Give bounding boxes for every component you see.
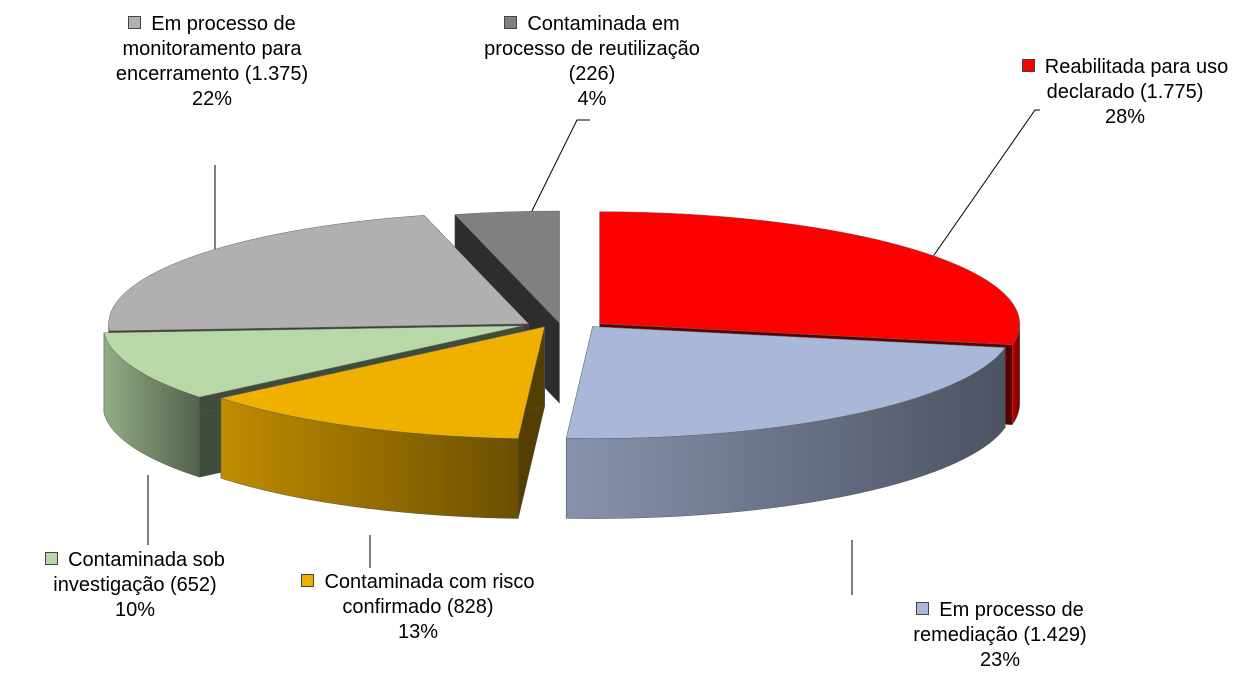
slice-top xyxy=(454,210,560,324)
percent-label: 4% xyxy=(577,88,607,110)
category-label: Contaminada com risco confirmado (828) xyxy=(324,571,535,618)
category-label: Em processo de remediação (1.429) xyxy=(913,599,1087,646)
percent-label: 22% xyxy=(191,88,233,110)
slice-top xyxy=(565,326,1006,439)
slice-top xyxy=(219,326,545,439)
slice-top xyxy=(103,325,524,398)
category-label: Reabilitada para uso declarado (1.775) xyxy=(1044,56,1229,103)
data-label: Contaminada com risco confirmado (828) 13… xyxy=(298,570,538,645)
percent-label: 13% xyxy=(397,621,439,643)
legend-marker xyxy=(301,574,315,587)
slice-top xyxy=(108,215,530,332)
data-label: Em processo de remediação (1.429) 23% xyxy=(870,598,1130,673)
legend-marker xyxy=(1021,59,1035,72)
pie-slice xyxy=(565,326,1006,519)
legend-marker xyxy=(504,16,518,29)
data-label: Em processo de monitoramento para encerr… xyxy=(82,12,342,112)
legend-marker xyxy=(916,602,930,615)
leader-line xyxy=(924,109,1040,269)
data-label: Reabilitada para uso declarado (1.775) 28… xyxy=(1000,55,1249,130)
percent-label: 10% xyxy=(114,599,156,621)
data-label: Contaminada em processo de reutilização … xyxy=(477,12,707,112)
percent-label: 28% xyxy=(1104,106,1146,128)
legend-marker xyxy=(45,552,59,565)
slice-top xyxy=(599,211,1020,345)
category-label: Contaminada em processo de reutilização … xyxy=(484,13,700,85)
data-label: Contaminada sob investigação (652) 10% xyxy=(10,548,260,623)
category-label: Contaminada sob investigação (652) xyxy=(53,549,225,596)
category-label: Em processo de monitoramento para encerr… xyxy=(115,13,309,85)
percent-label: 23% xyxy=(979,649,1021,671)
pie-slice xyxy=(219,326,545,519)
leader-line xyxy=(524,119,590,226)
legend-marker xyxy=(128,16,142,29)
